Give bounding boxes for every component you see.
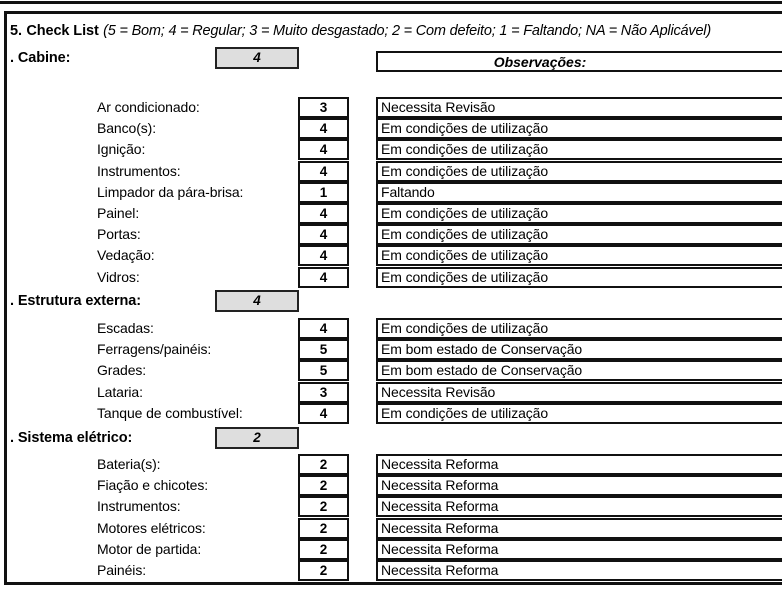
item-observation-box[interactable]: Em bom estado de Conservação — [376, 339, 782, 361]
item-observation-box[interactable]: Necessita Reforma — [376, 496, 782, 518]
item-observation-box[interactable]: Necessita Revisão — [376, 381, 782, 403]
item-label: Lataria: — [97, 383, 143, 400]
item-score-box[interactable]: 5 — [298, 360, 349, 382]
item-observation-box[interactable]: Necessita Revisão — [376, 97, 782, 118]
item-observation-box[interactable]: Necessita Reforma — [376, 475, 782, 497]
item-label: Escadas: — [97, 320, 154, 336]
item-score-box[interactable]: 2 — [298, 454, 349, 475]
item-observation-box[interactable]: Em condições de utilização — [376, 318, 782, 339]
item-observation-box[interactable]: Necessita Reforma — [376, 454, 782, 475]
section-score-box[interactable]: 2 — [215, 427, 299, 449]
item-score-box[interactable]: 2 — [298, 517, 349, 539]
item-score-box[interactable]: 4 — [298, 224, 349, 246]
item-label: Tanque de combustível: — [97, 404, 243, 421]
observations-column-header: Observações: — [376, 51, 782, 72]
item-observation-box[interactable]: Em condições de utilização — [376, 203, 782, 224]
item-score-box[interactable]: 5 — [298, 339, 349, 361]
section-number: 5. — [10, 23, 22, 39]
section-title: . Cabine: — [10, 50, 71, 66]
item-score-box[interactable]: 1 — [298, 181, 349, 203]
section-title: . Estrutura externa: — [10, 293, 141, 309]
item-label: Vedação: — [97, 247, 155, 264]
item-label: Painel: — [97, 205, 140, 221]
item-observation-box[interactable]: Em condições de utilização — [376, 160, 782, 182]
rating-legend: (5 = Bom; 4 = Regular; 3 = Muito desgast… — [103, 23, 711, 39]
item-observation-box[interactable]: Necessita Reforma — [376, 538, 782, 560]
observations-header-label: Observações: — [493, 54, 587, 70]
item-label: Ferragens/painéis: — [97, 341, 212, 358]
item-score-box[interactable]: 3 — [298, 381, 349, 403]
item-observation-box[interactable]: Em condições de utilização — [376, 118, 782, 140]
item-label: Instrumentos: — [97, 162, 181, 179]
item-observation-box[interactable]: Em condições de utilização — [376, 266, 782, 288]
item-observation-box[interactable]: Faltando — [376, 181, 782, 203]
item-score-box[interactable]: 3 — [298, 97, 349, 118]
item-label: Fiação e chicotes: — [97, 477, 209, 494]
item-observation-box[interactable]: Em condições de utilização — [376, 139, 782, 161]
item-score-box[interactable]: 2 — [298, 475, 349, 497]
item-observation-box[interactable]: Em condições de utilização — [376, 402, 782, 424]
page-title: Check List — [26, 23, 99, 39]
item-label: Banco(s): — [97, 120, 157, 137]
section-score-box[interactable]: 4 — [215, 47, 299, 69]
item-score-box[interactable]: 2 — [298, 496, 349, 518]
item-label: Portas: — [97, 226, 141, 243]
item-label: Painéis: — [97, 562, 147, 578]
item-score-box[interactable]: 4 — [298, 139, 349, 161]
item-label: Vidros: — [97, 268, 140, 285]
item-observation-box[interactable]: Em condições de utilização — [376, 224, 782, 246]
item-score-box[interactable]: 4 — [298, 118, 349, 140]
item-score-box[interactable]: 4 — [298, 266, 349, 288]
section-score-box[interactable]: 4 — [215, 290, 299, 312]
item-observation-box[interactable]: Necessita Reforma — [376, 517, 782, 539]
item-score-box[interactable]: 2 — [298, 560, 349, 581]
item-label: Limpador da pára-brisa: — [97, 183, 244, 200]
item-label: Ignição: — [97, 141, 146, 158]
item-score-box[interactable]: 4 — [298, 203, 349, 224]
item-label: Motores elétricos: — [97, 519, 206, 536]
item-score-box[interactable]: 4 — [298, 402, 349, 424]
checklist-title-row: 5. Check List (5 = Bom; 4 = Regular; 3 =… — [10, 22, 780, 44]
section-title: . Sistema elétrico: — [10, 430, 133, 446]
item-observation-box[interactable]: Necessita Reforma — [376, 560, 782, 581]
top-divider-rule — [0, 1, 782, 4]
item-score-box[interactable]: 4 — [298, 160, 349, 182]
item-label: Grades: — [97, 362, 147, 379]
item-label: Instrumentos: — [97, 498, 181, 515]
item-observation-box[interactable]: Em condições de utilização — [376, 245, 782, 267]
item-label: Ar condicionado: — [97, 99, 200, 115]
item-label: Motor de partida: — [97, 540, 202, 557]
item-score-box[interactable]: 4 — [298, 245, 349, 267]
item-score-box[interactable]: 2 — [298, 538, 349, 560]
item-label: Bateria(s): — [97, 456, 161, 472]
item-observation-box[interactable]: Em bom estado de Conservação — [376, 360, 782, 382]
item-score-box[interactable]: 4 — [298, 318, 349, 339]
